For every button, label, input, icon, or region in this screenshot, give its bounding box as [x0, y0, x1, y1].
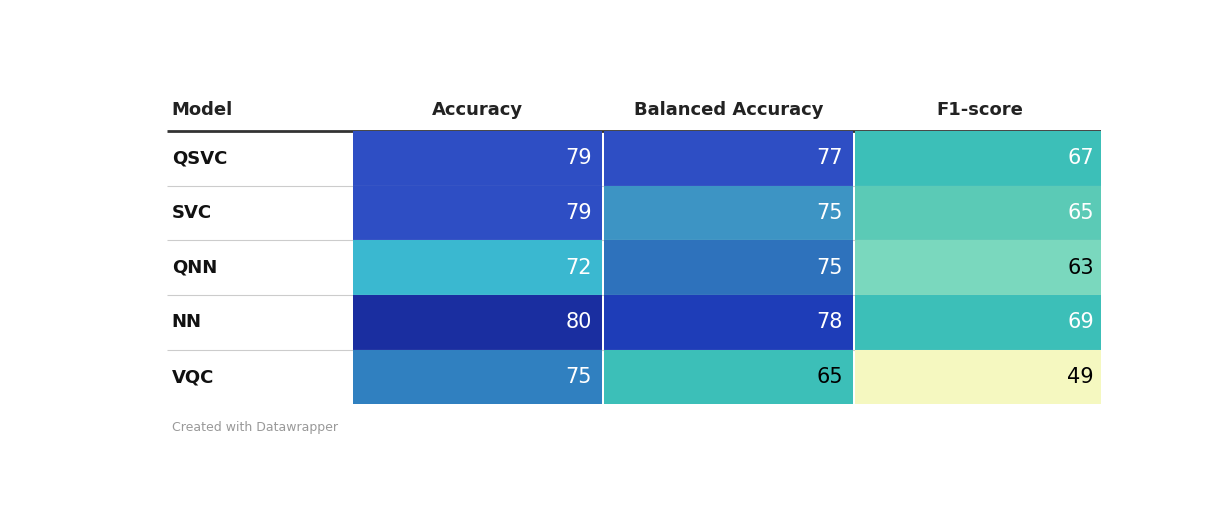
Bar — [353, 295, 602, 350]
Text: 78: 78 — [817, 312, 843, 333]
Bar — [604, 131, 854, 186]
Text: 67: 67 — [1068, 149, 1095, 168]
Text: 75: 75 — [817, 258, 843, 278]
Bar — [855, 186, 1104, 240]
Text: 65: 65 — [816, 367, 843, 387]
Text: 79: 79 — [565, 203, 592, 223]
Bar — [604, 350, 854, 405]
Text: 63: 63 — [1068, 258, 1095, 278]
Text: Model: Model — [171, 100, 234, 119]
Text: VQC: VQC — [171, 368, 214, 386]
Bar — [855, 131, 1104, 186]
Text: 72: 72 — [565, 258, 592, 278]
Text: QSVC: QSVC — [171, 150, 227, 167]
Text: 65: 65 — [1068, 203, 1095, 223]
Bar — [353, 186, 602, 240]
Bar — [353, 131, 602, 186]
Text: 49: 49 — [1068, 367, 1095, 387]
Bar — [855, 295, 1104, 350]
Text: NN: NN — [171, 313, 202, 332]
Text: SVC: SVC — [171, 204, 212, 222]
Bar — [855, 350, 1104, 405]
Text: Balanced Accuracy: Balanced Accuracy — [634, 100, 823, 119]
Text: 77: 77 — [817, 149, 843, 168]
Text: F1-score: F1-score — [937, 100, 1024, 119]
Text: QNN: QNN — [171, 259, 216, 277]
Bar — [604, 295, 854, 350]
Text: 75: 75 — [565, 367, 592, 387]
Text: 79: 79 — [565, 149, 592, 168]
Text: 80: 80 — [565, 312, 592, 333]
Bar — [604, 186, 854, 240]
Text: 69: 69 — [1068, 312, 1095, 333]
Bar — [353, 240, 602, 295]
Bar — [353, 350, 602, 405]
Text: 75: 75 — [817, 203, 843, 223]
Bar — [855, 240, 1104, 295]
Text: Accuracy: Accuracy — [432, 100, 523, 119]
Text: Created with Datawrapper: Created with Datawrapper — [171, 421, 338, 434]
Bar — [604, 240, 854, 295]
